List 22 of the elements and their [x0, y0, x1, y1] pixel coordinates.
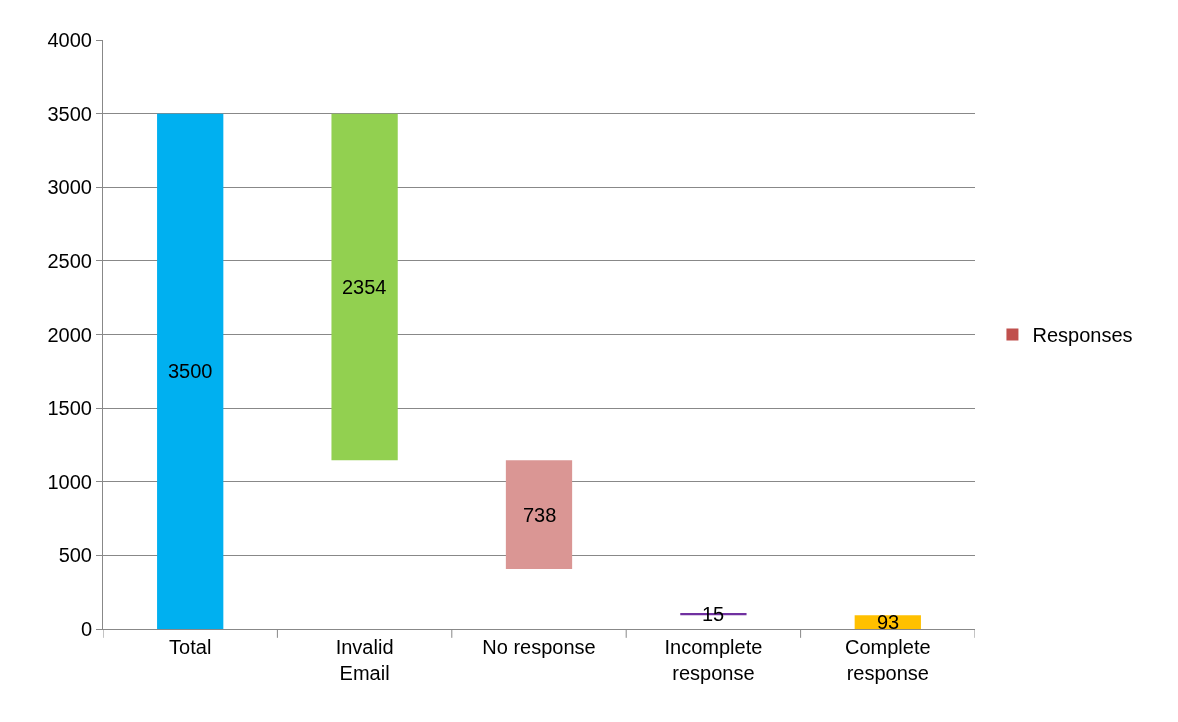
text: Responses — [1032, 324, 1133, 347]
data-label: 3500 — [168, 360, 213, 382]
y-tick-label: 1500 — [47, 397, 92, 420]
x-tick-label: Complete response — [845, 636, 931, 684]
bar — [331, 113, 398, 461]
bar — [157, 113, 224, 629]
y-tick-label: 4000 — [47, 29, 92, 51]
data-label: 738 — [523, 504, 557, 526]
y-tick-label: 3500 — [47, 102, 92, 125]
data-label: 2354 — [342, 276, 387, 298]
x-tick-label: Total — [169, 636, 212, 658]
y-tick-label: 1000 — [47, 470, 92, 493]
y-tick-label: 2000 — [47, 323, 92, 346]
y-tick-label: 2500 — [47, 249, 92, 272]
y-tick-label: 0 — [80, 618, 92, 640]
x-tick-label: No response — [482, 636, 596, 658]
data-label: 93 — [877, 611, 900, 633]
x-tick-label: Incomplete response — [664, 636, 763, 684]
bar — [505, 460, 573, 569]
y-tick-label: 3000 — [47, 176, 92, 199]
x-tick-label: Invalid Email — [335, 636, 394, 684]
y-tick-label: 500 — [58, 544, 92, 567]
